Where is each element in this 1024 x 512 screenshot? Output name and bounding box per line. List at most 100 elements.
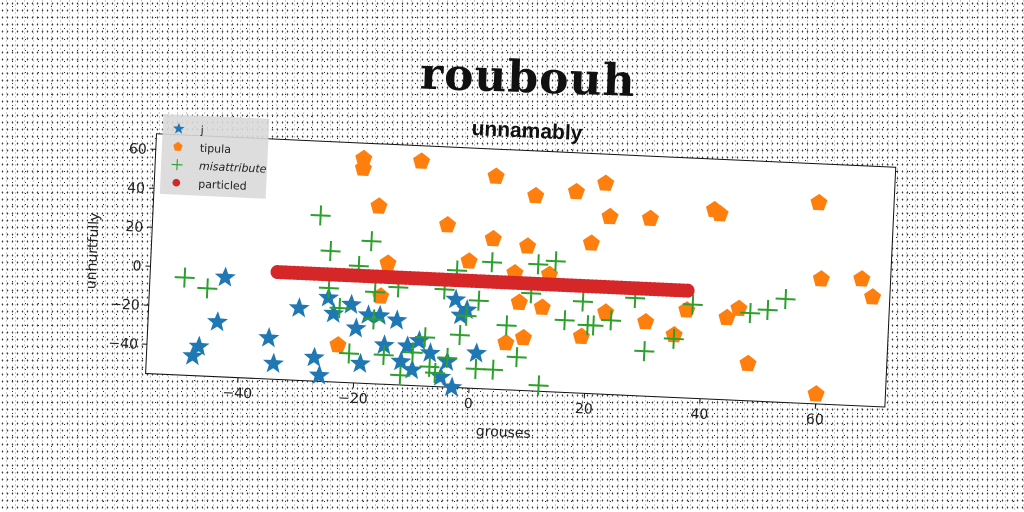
misattribute-point <box>545 251 566 272</box>
tipula-point <box>807 385 825 402</box>
misattribute-point <box>634 341 655 362</box>
tipula-point <box>582 234 600 251</box>
tipula-point <box>853 270 871 287</box>
legend-box <box>159 114 270 199</box>
misattribute-point <box>682 294 703 315</box>
x-axis-label: grouses <box>475 424 531 442</box>
tipula-point <box>514 328 533 346</box>
misattribute-point <box>402 342 423 363</box>
j-point <box>373 334 395 355</box>
chart-title: unnamably <box>471 117 583 145</box>
j-point <box>308 364 330 385</box>
y-tick-label: 0 <box>132 258 142 274</box>
j-point <box>419 342 441 363</box>
misattribute-point <box>415 327 436 348</box>
y-tick-label: −40 <box>108 335 138 352</box>
tipula-point <box>567 182 586 200</box>
tipula-point <box>711 204 729 222</box>
misattribute-point <box>757 299 778 320</box>
j-point <box>390 350 412 371</box>
j-point <box>441 376 463 397</box>
tipula-point <box>354 159 372 176</box>
data-marks <box>174 149 882 402</box>
misattribute-point <box>506 347 527 368</box>
tipula-point <box>370 197 388 214</box>
j-point <box>401 358 423 380</box>
misattribute-point <box>364 282 386 303</box>
misattribute-point <box>449 324 470 346</box>
tipula-point <box>597 303 615 320</box>
legend-label: particled <box>198 178 247 193</box>
misattribute-point <box>600 310 622 331</box>
misattribute-point <box>174 267 195 288</box>
x-tick-label: −20 <box>338 390 368 407</box>
tipula-point <box>812 270 830 287</box>
axis-ticks: −40 −20 0 20 40 60 −40 −20 0 20 40 60 <box>108 141 824 428</box>
misattribute-point <box>740 302 761 324</box>
tipula-point <box>718 308 736 326</box>
misattribute-point <box>361 231 382 252</box>
tipula-point <box>637 313 655 330</box>
y-tick-label: 20 <box>125 219 144 236</box>
j-point <box>349 352 371 373</box>
misattribute-point <box>318 278 339 299</box>
j-point <box>396 335 418 356</box>
misattribute-point <box>339 343 360 364</box>
tipula-point <box>379 254 397 271</box>
tipula-point <box>519 237 537 254</box>
tipula-point <box>572 327 591 345</box>
misattribute-point <box>437 347 458 368</box>
misattribute-point <box>456 305 477 326</box>
j-point <box>357 304 379 325</box>
j-point <box>207 311 228 332</box>
tipula-point <box>439 216 457 233</box>
j-point <box>386 309 408 330</box>
particled-point <box>680 283 695 298</box>
misattribute-point <box>390 365 411 386</box>
x-tick-label: −40 <box>222 385 252 402</box>
misattribute-point <box>496 315 517 336</box>
tipula-point <box>487 167 505 184</box>
misattribute-point <box>329 298 350 319</box>
legend-marker-particled <box>172 178 181 187</box>
x-tick-label: 40 <box>690 406 709 423</box>
misattribute-point <box>572 291 593 312</box>
tipula-point <box>497 333 515 351</box>
j-point <box>445 288 467 309</box>
misattribute-point <box>482 359 504 380</box>
series-misattribute <box>174 205 796 396</box>
misattribute-point <box>528 375 549 396</box>
tipula-point <box>810 193 828 211</box>
tipula-point <box>864 288 882 305</box>
j-point <box>258 327 280 348</box>
tipula-point <box>460 252 478 269</box>
legend-label: tipula <box>200 142 232 156</box>
j-point <box>182 345 204 366</box>
j-point <box>323 302 345 323</box>
misattribute-point <box>468 290 489 311</box>
legend-marker-misattribute <box>171 159 183 171</box>
j-point <box>214 266 236 287</box>
tipula-point <box>527 186 545 204</box>
misattribute-point <box>197 278 218 299</box>
legend-marker-j <box>173 122 185 134</box>
j-point <box>345 317 367 338</box>
legend-label: j <box>199 124 204 137</box>
x-tick-label: 0 <box>463 396 473 412</box>
misattribute-point <box>373 344 394 366</box>
tipula-point <box>533 298 551 316</box>
tipula-point <box>641 209 659 227</box>
legend-label: misattribute <box>199 160 267 176</box>
tipula-point <box>739 354 757 372</box>
misattribute-point <box>482 252 503 273</box>
j-point <box>303 346 325 367</box>
legend-marker-tipula <box>173 141 183 151</box>
misattribute-point <box>310 205 331 226</box>
tipula-point <box>601 207 619 225</box>
misattribute-point <box>424 362 446 383</box>
y-tick-label: 60 <box>129 141 148 158</box>
j-point <box>263 352 284 373</box>
tipula-point <box>597 174 615 191</box>
misattribute-point <box>554 310 575 331</box>
